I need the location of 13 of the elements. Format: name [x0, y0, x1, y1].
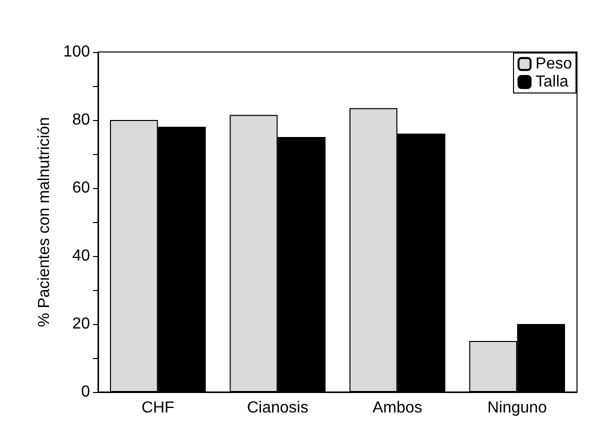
y-axis-title: % Pacientes con malnutrición	[36, 117, 53, 327]
y-tick-label: 0	[81, 384, 90, 400]
y-tick-label: 20	[72, 316, 90, 332]
x-tick-label: Ninguno	[487, 400, 548, 416]
x-tick-label: Ambos	[372, 400, 422, 416]
legend-label: Talla	[536, 74, 569, 90]
y-tick-label: 80	[72, 112, 90, 128]
y-tick-label: 100	[63, 44, 90, 60]
legend-label: Peso	[536, 56, 572, 72]
x-tick-label: CHF	[141, 400, 175, 416]
x-tick-label: Cianosis	[246, 400, 308, 416]
y-tick-label: 60	[72, 180, 90, 196]
y-tick-label: 40	[72, 248, 90, 264]
